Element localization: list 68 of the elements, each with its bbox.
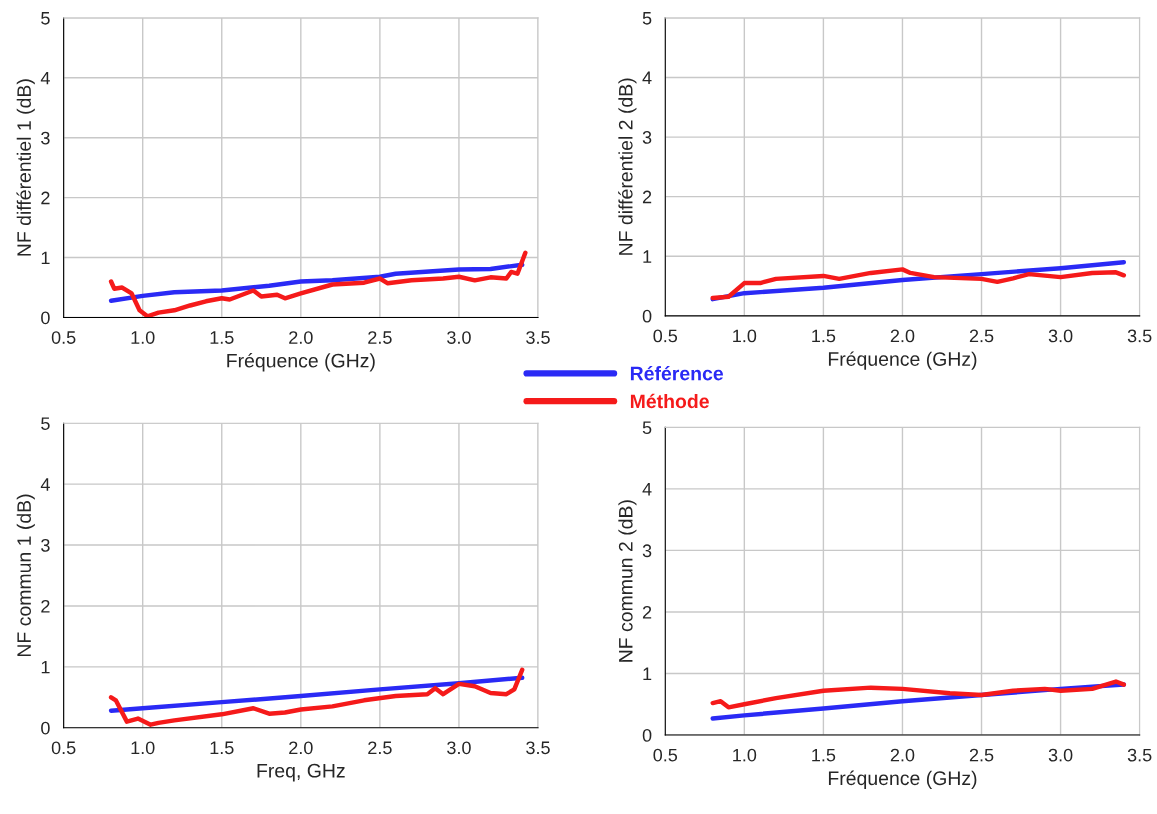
x-tick-label: 3.5 [526,331,550,344]
y-tick-label: 0 [642,309,652,323]
x-tick-label: 1.0 [131,331,155,344]
x-tick-label: 2.0 [289,331,313,344]
line-series [108,262,525,303]
y-tick-label: 4 [40,478,50,491]
x-tick-label: 3.0 [1048,329,1073,343]
x-tick-label: 3.5 [1127,748,1152,762]
line-series [710,267,1127,301]
x-tick-label: 2.5 [368,741,392,755]
x-tick-label: 1.0 [131,741,155,755]
y-tick-label: 1 [41,660,50,674]
y-tick-label: 3 [642,131,652,144]
x-tick-label: 1.0 [733,329,757,343]
y-tick-label: 0 [41,721,50,735]
x-tick-label: 1.5 [210,741,234,755]
y-tick-label: 5 [41,417,50,430]
y-tick-label: 3 [642,544,652,558]
x-axis-title: Fréquence (GHz) [227,353,375,372]
y-tick-label: 2 [41,191,50,205]
y-tick-label: 2 [642,605,652,619]
y-tick-label: 1 [643,250,652,263]
x-tick-label: 3.0 [447,331,471,344]
x-tick-label: 2.0 [890,748,915,762]
x-tick-label: 0.5 [51,741,76,755]
x-tick-label: 2.0 [289,741,313,755]
x-tick-label: 3.0 [447,741,471,755]
y-tick-label: 3 [41,131,50,145]
x-tick-label: 2.5 [969,329,994,343]
x-axis-title: Fréquence (GHz) [828,770,977,789]
x-axis-title: Freq, GHz [257,763,345,782]
x-tick-label: 0.5 [51,331,76,344]
y-axis-title: NF commun 1 (dB) [16,494,35,657]
y-tick-label: 3 [41,538,50,552]
y-tick-label: 5 [642,12,652,25]
y-axis-title: NF différentiel 1 (dB) [16,79,35,256]
y-tick-label: 2 [41,599,50,613]
x-tick-label: 2.5 [969,748,994,762]
y-axis-title: NF commun 2 (dB) [618,500,637,662]
line-series [108,675,525,713]
legend-label: Référence [630,365,723,381]
x-tick-label: 3.5 [526,741,550,755]
y-tick-label: 0 [41,311,50,325]
x-axis-title: Fréquence (GHz) [828,351,977,370]
y-tick-label: 4 [642,483,652,496]
y-tick-label: 5 [41,12,50,25]
y-axis-title: NF différentiel 2 (dB) [618,78,637,255]
y-tick-label: 4 [642,71,652,85]
x-tick-label: 3.0 [1048,748,1073,762]
x-tick-label: 0.5 [653,329,678,343]
x-tick-label: 1.5 [812,329,836,343]
line-series [108,250,528,318]
x-tick-label: 0.5 [653,748,678,762]
line-series [710,679,1127,710]
x-tick-label: 1.5 [812,748,836,762]
legend-label: Méthode [630,393,709,409]
x-tick-label: 3.5 [1127,329,1152,343]
y-tick-label: 1 [41,251,50,265]
y-tick-label: 2 [642,190,652,204]
x-tick-label: 2.5 [368,331,392,344]
x-tick-label: 1.5 [210,331,234,344]
y-tick-label: 5 [642,421,652,435]
y-tick-label: 4 [40,71,50,85]
y-tick-label: 0 [642,728,652,742]
line-series [108,667,525,727]
x-tick-label: 1.0 [733,748,757,762]
x-tick-label: 2.0 [890,329,915,343]
y-tick-label: 1 [643,667,652,681]
